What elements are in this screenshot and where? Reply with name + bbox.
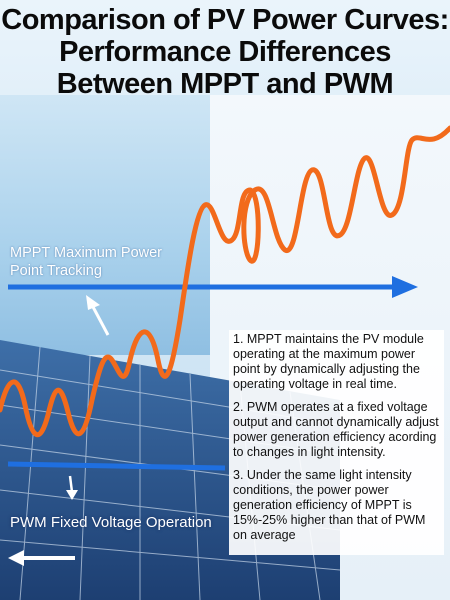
left-arrow-head [8,550,24,566]
up-arrow-shaft [90,304,110,336]
up-arrow-head [86,295,100,310]
mppt-arrow-head [392,276,418,298]
pwm-label: PWM Fixed Voltage Operation [10,514,212,531]
power-curve [0,125,450,438]
note-item-2: 2. PWM operates at a fixed voltage outpu… [233,400,439,459]
down-arrow-shaft [68,475,74,493]
note-item-1: 1. MPPT maintains the PV module operatin… [233,332,424,391]
note-item-3: 3. Under the same light intensity condit… [233,468,426,542]
mppt-label-line-2: Point Tracking [10,263,102,279]
page-title: Comparison of PV Power Curves: Performan… [0,4,450,100]
mppt-label: MPPT Maximum Power Point Tracking [10,244,162,280]
title-line-3: Between MPPT and PWM [56,68,394,100]
mppt-label-line-1: MPPT Maximum Power [10,245,163,261]
title-line-2: Performance Differences [59,36,391,68]
sky-background-left [0,95,210,355]
pwm-line [7,461,226,471]
notes-panel: 1. MPPT maintains the PV module operatin… [229,330,444,555]
title-line-1: Comparison of PV Power Curves: [1,4,449,36]
down-arrow-head [66,490,78,500]
